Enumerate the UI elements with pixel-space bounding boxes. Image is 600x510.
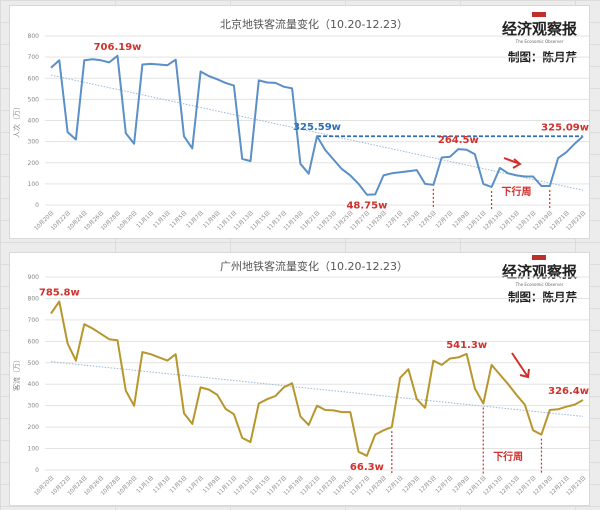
logo-badge-icon (532, 12, 547, 17)
y-tick-label: 400 (28, 118, 40, 125)
x-tick-label: 12月3日 (401, 209, 421, 229)
data-line (50, 300, 584, 457)
x-tick-label: 11月5日 (168, 209, 188, 229)
x-tick-label: 12月1日 (384, 474, 404, 494)
x-tick-label: 11月1日 (135, 474, 155, 494)
beijing-line-chart: 0100200300400500600700800人次（万）10月20日10月2… (12, 33, 589, 232)
x-tick-label: 11月3日 (152, 209, 172, 229)
x-tick-label: 12月5日 (418, 474, 438, 494)
chart-title: 广州地铁客流量变化（10.20-12.23） (220, 260, 408, 273)
publisher-english-name: The Economic Observer (515, 39, 564, 44)
y-tick-label: 500 (28, 96, 40, 103)
x-tick-label: 11月7日 (185, 209, 205, 229)
guangzhou-line-chart: 0100200300400500600700800900客流（万）10月20日1… (12, 274, 589, 497)
y-tick-label: 700 (28, 317, 40, 324)
data-annotation: 785.8w (39, 287, 80, 298)
x-tick-label: 12月5日 (418, 209, 438, 229)
x-tick-label: 11月5日 (168, 474, 188, 494)
publisher-logo: 经济观察报 The Economic Observer (502, 12, 577, 44)
x-tick-label: 11月3日 (152, 474, 172, 494)
data-annotation: 325.59w (293, 122, 341, 133)
data-annotation: 48.75w (346, 201, 387, 212)
trendline (50, 361, 584, 417)
x-tick-label: 12月7日 (434, 474, 454, 494)
chart-title: 北京地铁客流量变化（10.20-12.23） (220, 18, 408, 31)
y-tick-label: 900 (28, 274, 40, 281)
publisher-name: 经济观察报 (501, 20, 577, 38)
y-tick-label: 100 (28, 181, 40, 188)
red-arrow-icon (503, 157, 522, 169)
y-tick-label: 800 (28, 295, 40, 302)
data-annotation: 706.19w (94, 42, 142, 53)
red-arrow-icon (511, 352, 530, 379)
y-tick-label: 500 (28, 360, 40, 367)
y-tick-label: 200 (28, 424, 40, 431)
y-tick-label: 700 (28, 54, 40, 61)
y-tick-label: 600 (28, 75, 40, 82)
x-tick-label: 12月1日 (384, 209, 404, 229)
x-tick-label: 11月7日 (185, 474, 205, 494)
y-tick-label: 300 (28, 139, 40, 146)
data-annotation: 下行周 (493, 450, 523, 463)
data-annotation: 325.09w (541, 122, 589, 133)
publisher-english-name: The Economic Observer (515, 282, 564, 287)
y-tick-label: 600 (28, 338, 40, 345)
logo-badge-icon (532, 255, 547, 260)
y-tick-label: 400 (28, 381, 40, 388)
guangzhou-chart-panel: 广州地铁客流量变化（10.20-12.23） 经济观察报 The Economi… (9, 252, 590, 506)
y-tick-label: 100 (28, 446, 40, 453)
y-tick-label: 300 (28, 403, 40, 410)
x-tick-label: 12月3日 (401, 474, 421, 494)
chart-credit: 制图：陈月芹 (508, 290, 577, 304)
x-tick-label: 11月1日 (135, 209, 155, 229)
data-annotation: 66.3w (350, 462, 384, 473)
y-tick-label: 800 (28, 33, 40, 40)
y-axis-label: 人次（万） (12, 103, 21, 138)
beijing-chart-panel: 北京地铁客流量变化（10.20-12.23） 经济观察报 The Economi… (9, 5, 590, 239)
data-annotation: 264.5w (438, 135, 479, 146)
data-line (50, 54, 584, 196)
y-tick-label: 0 (35, 467, 39, 474)
y-axis-label: 客流（万） (12, 356, 21, 391)
data-annotation: 下行周 (502, 185, 532, 198)
data-annotation: 541.3w (446, 340, 487, 351)
data-annotation: 326.4w (548, 386, 589, 397)
y-tick-label: 200 (28, 160, 40, 167)
y-tick-label: 0 (35, 202, 39, 209)
x-tick-label: 12月7日 (434, 209, 454, 229)
